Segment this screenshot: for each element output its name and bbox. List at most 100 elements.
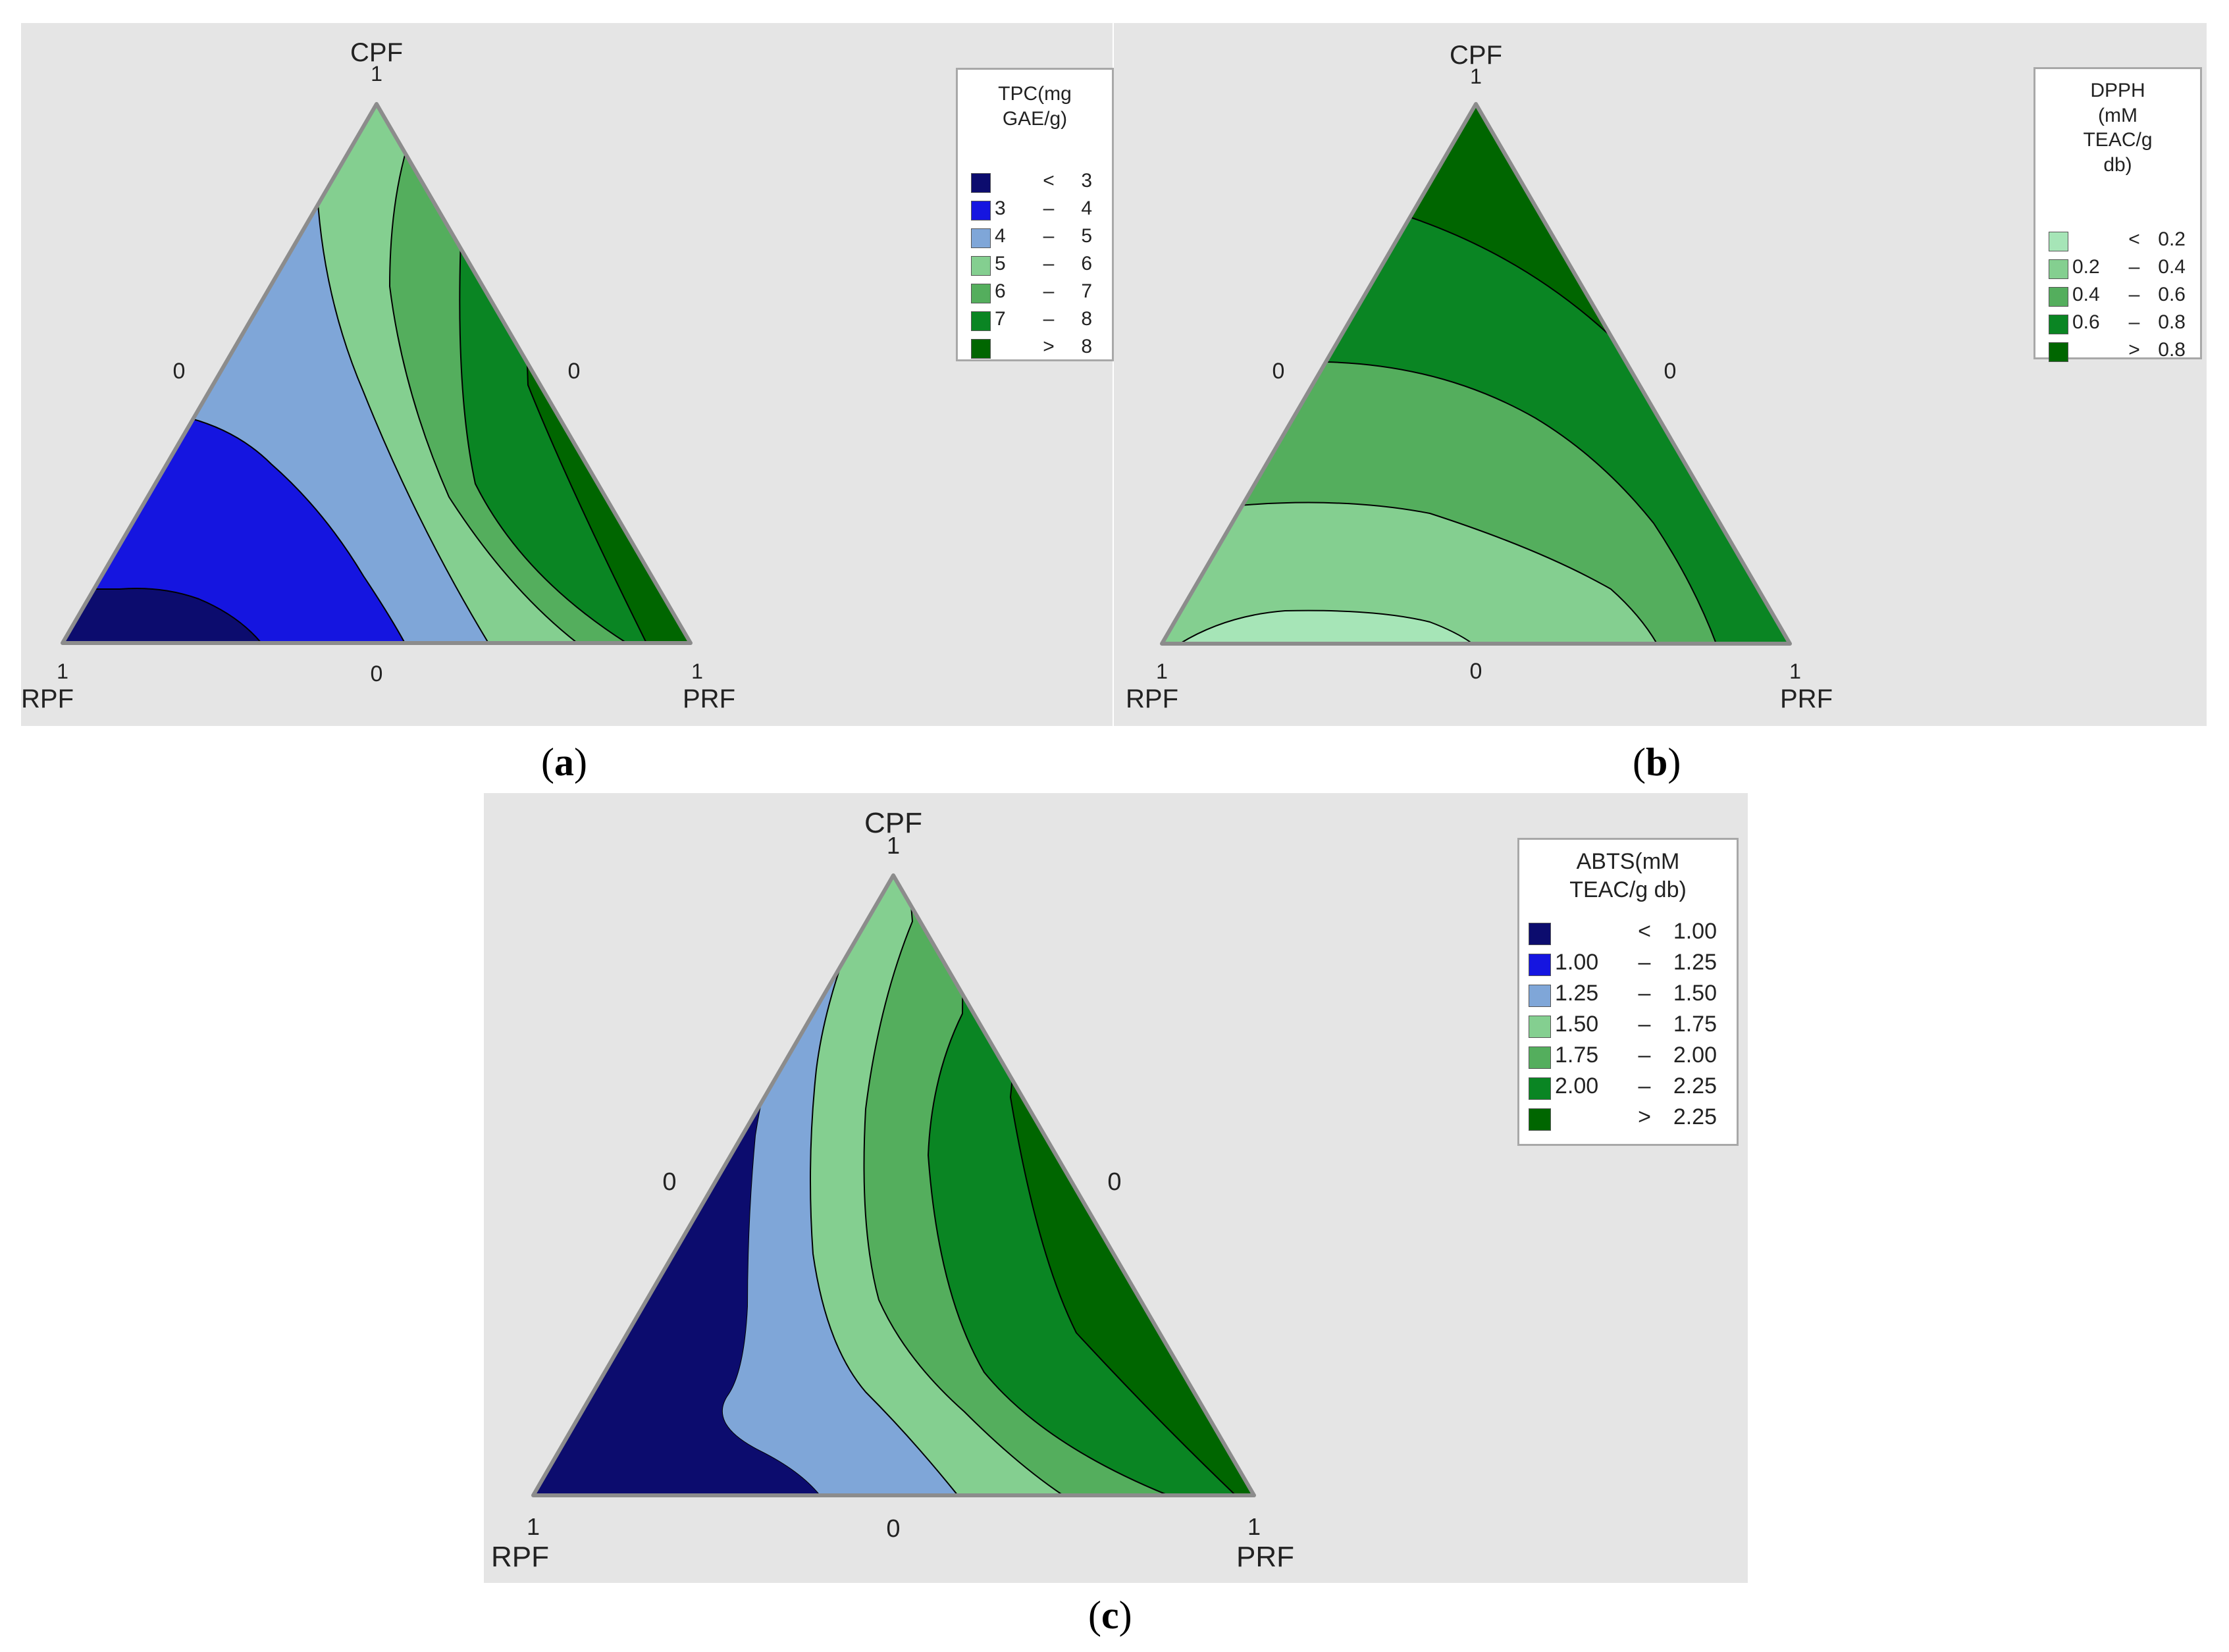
legend-swatch	[971, 201, 991, 220]
vertex-top-tick: 1	[371, 62, 382, 86]
legend-a: TPC(mg GAE/g) <3 3 – 4 4 – 5 5 – 6 6–7 7 – 8 >8	[956, 68, 1114, 361]
legend-range-low: 1.25	[1555, 981, 1599, 1006]
panel-caption-c: (c)	[1088, 1593, 1132, 1637]
legend-title-line: ABTS(mM	[1576, 849, 1680, 874]
panel-caption-b: (b)	[1633, 740, 1681, 784]
vertex-left-tick: 1	[1156, 659, 1168, 683]
vertex-top-tick: 1	[887, 832, 900, 859]
legend-swatch	[1529, 953, 1551, 976]
vertex-top-label: CPF	[864, 807, 922, 839]
legend-range-low: 5	[995, 253, 1006, 274]
legend-swatch	[2049, 342, 2068, 362]
vertex-right-label: PRF	[683, 684, 735, 713]
legend-swatch	[1529, 922, 1551, 945]
left-edge-tick: 0	[662, 1168, 676, 1196]
legend-swatch	[1529, 1108, 1551, 1131]
legend-swatch	[1529, 984, 1551, 1007]
right-edge-tick: 0	[1664, 359, 1677, 384]
legend-entry: 0.4 –0.6	[2035, 282, 2200, 310]
legend-range-high: 0.4	[2158, 256, 2186, 278]
legend-range-low: 0.4	[2072, 284, 2100, 305]
legend-range-high: 2.25	[1673, 1073, 1717, 1098]
legend-range-operator: –	[1638, 981, 1651, 1006]
panel-caption-a: (a)	[541, 740, 587, 784]
legend-range-operator: –	[1043, 253, 1055, 274]
legend-entry: >0.8	[2035, 338, 2200, 365]
ternary-triangle-c	[531, 873, 1256, 1497]
legend-range-high: 5	[1081, 225, 1092, 247]
vertex-top-label: CPF	[1450, 41, 1502, 70]
vertex-right-label: PRF	[1236, 1541, 1294, 1573]
legend-range-low: 1.00	[1555, 950, 1599, 975]
legend-range-low: 4	[995, 225, 1006, 247]
legend-range-high: 8	[1081, 336, 1092, 357]
legend-title-line: TPC(mg	[998, 83, 1072, 105]
vertex-left-tick: 1	[57, 659, 68, 683]
legend-entry: 0.6 –0.8	[2035, 310, 2200, 338]
legend-range-high: 0.8	[2158, 311, 2186, 333]
legend-range-operator: –	[1043, 225, 1055, 247]
bottom-edge-tick: 0	[1470, 659, 1482, 684]
vertex-left-label: RPF	[491, 1541, 549, 1573]
region-lt-3	[63, 588, 262, 643]
left-edge-tick: 0	[1272, 359, 1285, 384]
legend-range-high: 0.8	[2158, 339, 2186, 361]
legend-entry: 0.2 –0.4	[2035, 255, 2200, 282]
legend-entry: <0.2	[2035, 227, 2200, 255]
legend-range-operator: >	[2128, 339, 2140, 361]
legend-entry: <1.00	[1519, 917, 1737, 948]
legend-c: ABTS(mM TEAC/g db) <1.00 1.00 – 1.25 1.25 –1.50…	[1517, 838, 1739, 1146]
legend-swatch	[971, 311, 991, 331]
legend-range-operator: –	[1638, 950, 1651, 975]
legend-range-low: 1.50	[1555, 1012, 1599, 1037]
legend-entry: >2.25	[1519, 1103, 1737, 1134]
legend-entry: 1.50 –1.75	[1519, 1010, 1737, 1041]
legend-range-operator: –	[1638, 1043, 1651, 1068]
legend-range-high: 3	[1081, 170, 1092, 192]
legend-entry: 4 – 5	[958, 224, 1112, 251]
legend-entry: 3 – 4	[958, 196, 1112, 224]
legend-title-line: (mM	[2098, 104, 2137, 126]
legend-entry: 5 – 6	[958, 251, 1112, 279]
legend-title-line: TEAC/g	[2083, 129, 2153, 151]
vertex-right-label: PRF	[1780, 684, 1833, 713]
ternary-triangle-b	[1160, 102, 1792, 646]
legend-range-operator: –	[1043, 197, 1055, 219]
legend-title: TPC(mg GAE/g)	[958, 82, 1112, 131]
legend-swatch	[971, 173, 991, 193]
legend-b: DPPH (mM TEAC/g db) <0.2 0.2–0.4 0.4–0.6 0.6–0.…	[2033, 67, 2202, 362]
legend-range-high: 6	[1081, 253, 1092, 274]
vertex-right-tick: 1	[1789, 659, 1801, 683]
legend-range-operator: <	[1043, 170, 1055, 192]
legend-title-line: db)	[2103, 153, 2132, 176]
legend-swatch	[971, 284, 991, 303]
bottom-edge-tick: 0	[371, 661, 383, 686]
legend-range-operator: –	[1043, 308, 1055, 330]
legend-range-high: 4	[1081, 197, 1092, 219]
legend-entry: <3	[958, 168, 1112, 196]
vertex-right-tick: 1	[691, 659, 703, 683]
vertex-left-label: RPF	[1126, 684, 1178, 713]
legend-swatch	[2049, 259, 2068, 279]
panel-c: CPF 1 0 0 1 RPF 0 1 PRF ABTS(mM TEAC/g db…	[484, 793, 1748, 1583]
legend-entry: 1.75 –2.00	[1519, 1041, 1737, 1072]
legend-range-high: 2.25	[1673, 1104, 1717, 1129]
legend-range-operator: >	[1638, 1104, 1651, 1129]
legend-range-high: 2.00	[1673, 1043, 1717, 1068]
legend-entry: >8	[958, 334, 1112, 362]
vertex-top-label: CPF	[350, 38, 403, 67]
legend-range-operator: –	[1043, 280, 1055, 302]
panel-b: CPF 1 0 0 1 RPF 0 1 PRF DPPH (mM TEAC/g db)…	[1114, 23, 2207, 726]
legend-title-line: TEAC/g db)	[1569, 877, 1687, 902]
legend-range-high: 1.50	[1673, 981, 1717, 1006]
left-edge-tick: 0	[173, 359, 186, 384]
legend-swatch	[1529, 1015, 1551, 1038]
legend-entry: 2.00 –2.25	[1519, 1072, 1737, 1103]
ternary-triangle-a	[61, 102, 693, 645]
legend-range-low: 7	[995, 308, 1006, 330]
legend-entry: 6 – 7	[958, 279, 1112, 307]
right-edge-tick: 0	[1107, 1168, 1121, 1196]
legend-swatch	[971, 339, 991, 359]
legend-range-low: 0.6	[2072, 311, 2100, 333]
legend-entry: 1.25 –1.50	[1519, 979, 1737, 1010]
